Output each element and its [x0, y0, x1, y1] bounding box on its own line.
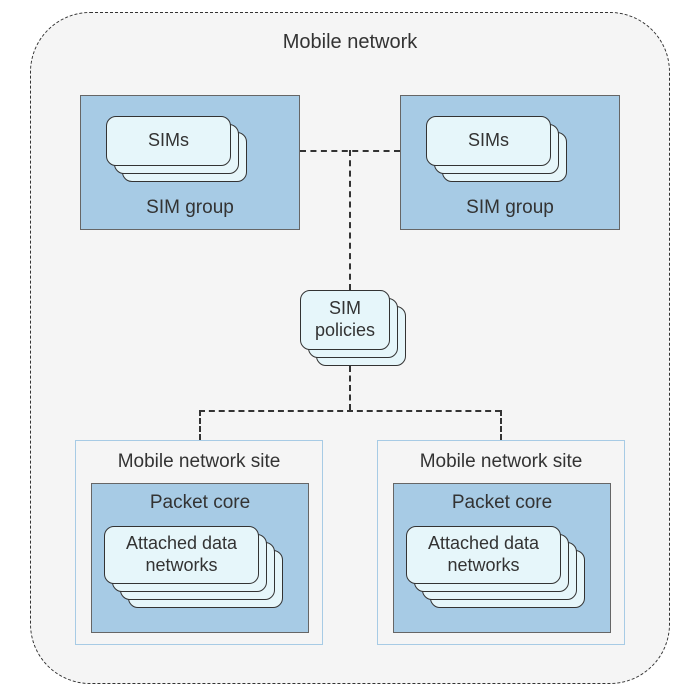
mobile-network-site-left: Mobile network site Packet core Attached…: [75, 440, 323, 645]
sim-policies-label: SIM policies: [315, 298, 375, 341]
packet-core-left: Packet core Attached data networks: [91, 483, 309, 633]
site-title-right: Mobile network site: [378, 451, 624, 473]
site-title-left: Mobile network site: [76, 451, 322, 473]
sim-group-label-right: SIM group: [401, 197, 619, 219]
packet-core-right: Packet core Attached data networks: [393, 483, 611, 633]
edge-center-to-policies: [349, 150, 351, 290]
edge-drop-left: [199, 410, 201, 440]
sim-group-label-left: SIM group: [81, 197, 299, 219]
attached-card-front-r: Attached data networks: [406, 526, 561, 584]
edge-drop-right: [500, 410, 502, 440]
packet-core-label-left: Packet core: [92, 492, 308, 514]
attached-label-right: Attached data networks: [428, 533, 539, 576]
mobile-network-title: Mobile network: [31, 31, 669, 54]
edge-policies-down: [349, 366, 351, 410]
sims-card-front-right: SIMs: [426, 116, 551, 166]
packet-core-label-right: Packet core: [394, 492, 610, 514]
sims-card-front-left: SIMs: [106, 116, 231, 166]
attached-card-front-l: Attached data networks: [104, 526, 259, 584]
attached-label-left: Attached data networks: [126, 533, 237, 576]
sim-group-box-right: SIM group SIMs: [400, 95, 620, 230]
edge-branch-horizontal: [199, 410, 501, 412]
sim-group-box-left: SIM group SIMs: [80, 95, 300, 230]
mobile-network-site-right: Mobile network site Packet core Attached…: [377, 440, 625, 645]
sim-policies-front: SIM policies: [300, 290, 390, 350]
